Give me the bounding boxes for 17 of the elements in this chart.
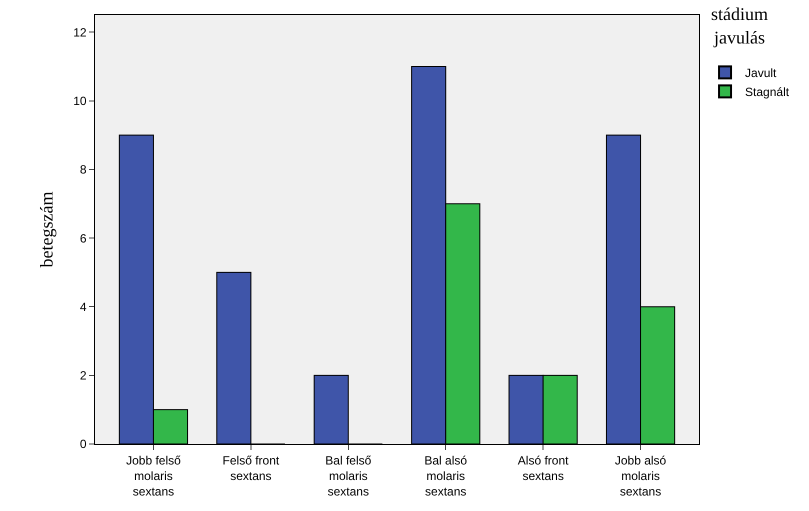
- y-tick-label: 12: [73, 25, 87, 40]
- y-tick-label: 4: [80, 300, 87, 314]
- x-tick-label: Felső front sextans: [222, 453, 280, 483]
- y-tick-label: 8: [80, 162, 87, 177]
- y-axis-title: betegszám: [36, 192, 56, 268]
- y-tick-label: 10: [73, 94, 87, 108]
- x-tick-label: Jobb alsó molaris sextans: [614, 453, 667, 499]
- y-tick-label: 6: [80, 231, 87, 246]
- y-tick-label: 2: [80, 368, 87, 383]
- y-tick-label: 0: [80, 437, 87, 452]
- x-tick-label: Bal felső molaris sextans: [325, 453, 372, 499]
- x-tick-label: Bal alsó molaris sextans: [424, 453, 468, 499]
- legend-label: Stagnált: [745, 85, 790, 100]
- x-tick-label: Jobb felső molaris sextans: [126, 453, 182, 499]
- legend-label: Javult: [745, 66, 778, 80]
- x-tick-label: Alsó front sextans: [518, 453, 570, 483]
- legend-title: stádium javulás: [711, 4, 768, 48]
